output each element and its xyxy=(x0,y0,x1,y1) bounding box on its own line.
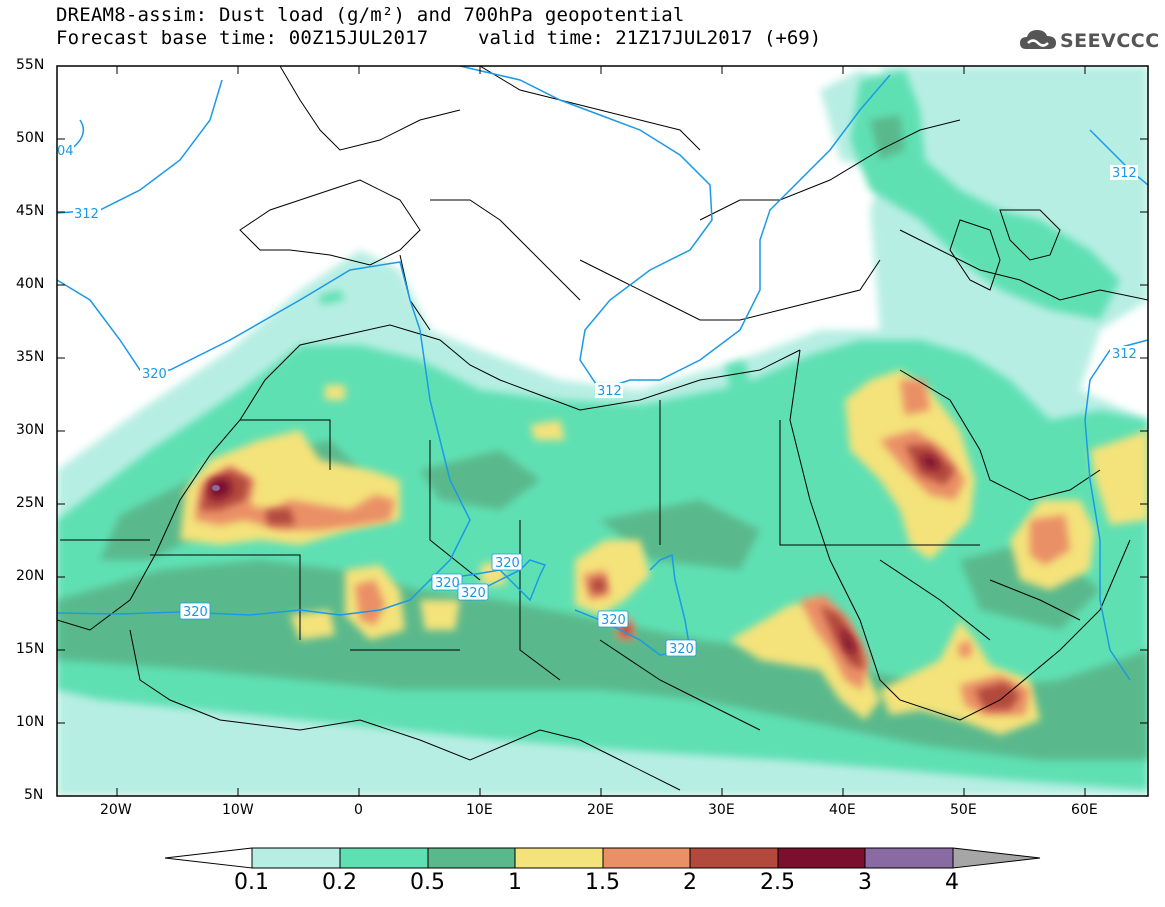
colorbar-under-triangle xyxy=(164,847,253,869)
dust-level-2.5 xyxy=(208,455,940,655)
contour-label: 320 xyxy=(142,367,167,382)
contour-label: 312 xyxy=(1112,347,1137,362)
colorbar-bin xyxy=(514,847,604,869)
lon-label: 20W xyxy=(100,802,132,818)
lon-label: 60E xyxy=(1071,802,1098,818)
contour-labels: 04 312 320 320 312 312 312 320 320 320 3… xyxy=(57,144,1137,657)
colorbar xyxy=(164,847,1041,869)
contour-label: 320 xyxy=(461,586,486,601)
lat-label: 55N xyxy=(16,57,45,73)
lon-label: 40E xyxy=(829,802,856,818)
colorbar-tick-label: 0.1 xyxy=(234,870,269,895)
colorbar-tick-label: 2.5 xyxy=(760,870,795,895)
lat-label: 25N xyxy=(16,495,45,511)
lat-label: 50N xyxy=(16,130,45,146)
axis-ticks xyxy=(57,65,1148,796)
contour-label: 312 xyxy=(597,384,622,399)
colorbar-bin xyxy=(339,847,429,869)
contour-label: 312 xyxy=(1112,166,1137,181)
contour-label: 320 xyxy=(183,605,208,620)
colorbar-tick-label: 3 xyxy=(858,870,872,895)
colorbar-bin xyxy=(427,847,516,869)
lat-label: 40N xyxy=(16,276,45,292)
lon-label: 10E xyxy=(466,802,493,818)
colorbar-tick-label: 0.2 xyxy=(322,870,357,895)
lat-label: 35N xyxy=(16,349,45,365)
lon-label: 50E xyxy=(950,802,977,818)
colorbar-tick-label: 0.5 xyxy=(410,870,445,895)
contour-label: 04 xyxy=(57,144,74,159)
colorbar-tick-label: 4 xyxy=(945,870,959,895)
lat-label: 20N xyxy=(16,568,45,584)
colorbar-bin xyxy=(602,847,691,869)
dust-level-3 xyxy=(212,485,220,491)
colorbar-tick-label: 2 xyxy=(683,870,697,895)
colorbar-bin xyxy=(689,847,779,869)
lat-label: 45N xyxy=(16,203,45,219)
coastlines-borders xyxy=(57,66,1148,791)
lat-label: 30N xyxy=(16,422,45,438)
contour-label: 312 xyxy=(74,207,99,222)
contour-label: 320 xyxy=(435,576,460,591)
lat-label: 5N xyxy=(24,787,44,803)
forecast-base-time: Forecast base time: 00Z15JUL2017 xyxy=(56,27,429,49)
cloud-logo-icon xyxy=(1020,30,1056,49)
colorbar-tick-label: 1.5 xyxy=(585,870,620,895)
colorbar-bin xyxy=(251,847,341,869)
lat-label: 10N xyxy=(16,714,45,730)
lon-label: 0 xyxy=(354,802,363,818)
valid-time: valid time: 21Z17JUL2017 (+69) xyxy=(478,27,822,49)
seevccc-logo: SEEVCCC xyxy=(1018,25,1160,57)
contour-label: 320 xyxy=(601,613,626,628)
contour-label: 320 xyxy=(495,556,520,571)
colorbar-over-triangle xyxy=(952,847,1041,869)
map-title: DREAM8-assim: Dust load (g/m²) and 700hP… xyxy=(56,4,685,26)
colorbar-tick-label: 1 xyxy=(508,870,522,895)
colorbar-bin xyxy=(864,847,954,869)
logo-text: SEEVCCC xyxy=(1060,30,1160,52)
lon-label: 20E xyxy=(587,802,614,818)
lon-label: 10W xyxy=(222,802,254,818)
lat-label: 15N xyxy=(16,641,45,657)
lon-label: 30E xyxy=(708,802,735,818)
contour-label: 320 xyxy=(669,642,694,657)
colorbar-bin xyxy=(777,847,866,869)
